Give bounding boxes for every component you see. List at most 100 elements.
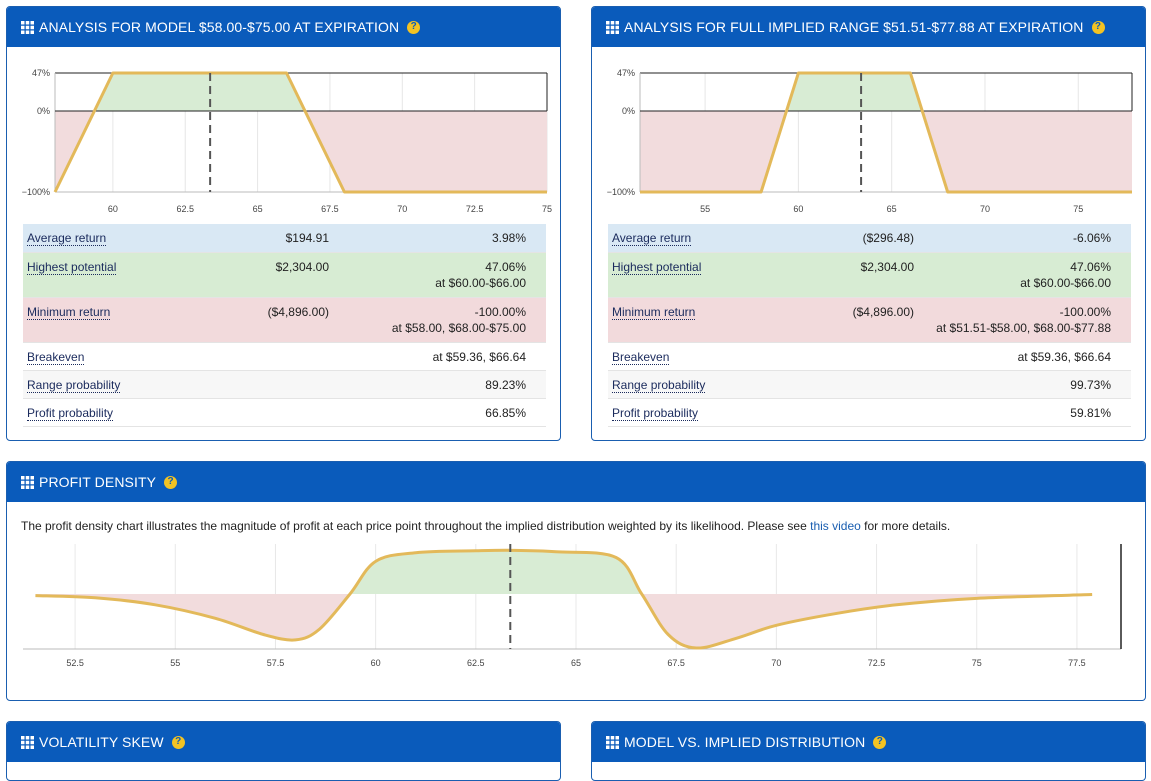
stats-percent-cell: -6.06%	[918, 224, 1131, 252]
stats-label-link[interactable]: Breakeven	[27, 349, 85, 365]
implied-analysis-header: ANALYSIS FOR FULL IMPLIED RANGE $51.51-$…	[592, 7, 1145, 47]
stats-label-link[interactable]: Highest potential	[612, 259, 702, 275]
model-analysis-panel: ANALYSIS FOR MODEL $58.00-$75.00 AT EXPI…	[6, 6, 561, 441]
stats-row: Minimum return ($4,896.00) -100.00% at $58.…	[23, 297, 546, 342]
distribution-panel: MODEL VS. IMPLIED DISTRIBUTION ?	[591, 721, 1146, 781]
stats-percent-cell: 66.85%	[333, 398, 546, 426]
x-tick-label: 60	[108, 204, 118, 214]
stats-label-link[interactable]: Profit probability	[27, 405, 114, 421]
stats-label-link[interactable]: Minimum return	[612, 304, 696, 320]
help-icon[interactable]: ?	[407, 20, 421, 34]
stats-row: Breakeven at $59.36, $66.64	[23, 342, 546, 370]
stats-amount: ($296.48)	[862, 231, 914, 245]
grid-icon	[21, 735, 34, 749]
profit-density-panel: PROFIT DENSITY ? The profit density char…	[6, 461, 1146, 701]
stats-row: Profit probability 66.85%	[23, 398, 546, 426]
panel-title: ANALYSIS FOR FULL IMPLIED RANGE $51.51-$…	[624, 19, 1084, 35]
stats-percent-cell: 99.73%	[918, 370, 1131, 398]
volatility-skew-header: VOLATILITY SKEW ?	[7, 722, 560, 762]
help-icon[interactable]: ?	[1091, 20, 1105, 34]
stats-percent-cell: 47.06% at $60.00-$66.00	[333, 252, 546, 297]
stats-percent-cell: at $59.36, $66.64	[918, 342, 1131, 370]
x-tick-label: 77.5	[1068, 658, 1086, 668]
profit-density-chart: 52.5 55 57.5 60 62.5 65 67.5 70 72.5 75 77.5	[23, 544, 1122, 668]
stats-row: Highest potential $2,304.00 47.06% at $60.0…	[608, 252, 1131, 297]
help-icon[interactable]: ?	[164, 475, 178, 489]
distribution-header: MODEL VS. IMPLIED DISTRIBUTION ?	[592, 722, 1145, 762]
stats-label-link[interactable]: Average return	[612, 231, 692, 246]
stats-range: at $51.51-$58.00, $68.00-$77.88	[936, 320, 1111, 335]
stats-amount	[808, 398, 918, 426]
panel-title: MODEL VS. IMPLIED DISTRIBUTION	[624, 734, 866, 750]
x-tick-label: 60	[371, 658, 381, 668]
grid-icon	[606, 20, 619, 34]
stats-label-cell: Highest potential	[23, 252, 223, 297]
stats-label-link[interactable]: Breakeven	[612, 349, 670, 365]
help-icon[interactable]: ?	[171, 735, 185, 749]
implied-stats-table: Average return ($296.48) -6.06% Highest pot…	[608, 224, 1131, 427]
stats-amount	[808, 370, 918, 398]
stats-percent: at $59.36, $66.64	[1017, 349, 1111, 364]
model-payoff-chart: 47% 0% −100% 60 62.5 65 67.5 70 72.5 75	[22, 68, 552, 214]
stats-percent: 3.98%	[491, 231, 526, 245]
stats-percent: 89.23%	[485, 377, 526, 392]
stats-amount	[808, 342, 918, 370]
x-tick-label: 55	[170, 658, 180, 668]
x-tick-label: 67.5	[321, 204, 339, 214]
payoff-line	[640, 71, 1132, 194]
profit-area	[640, 73, 1132, 112]
x-tick-label: 75	[1073, 204, 1083, 214]
x-tick-label: 70	[771, 658, 781, 668]
stats-label-link[interactable]: Range probability	[27, 377, 121, 393]
stats-percent: 47.06%	[1070, 259, 1111, 274]
stats-range: at $60.00-$66.00	[435, 275, 526, 290]
x-tick-label: 55	[700, 204, 710, 214]
stats-row: Range probability 99.73%	[608, 370, 1131, 398]
stats-percent-cell: 89.23%	[333, 370, 546, 398]
stats-label-link[interactable]: Range probability	[612, 377, 706, 393]
stats-percent-cell: -100.00% at $51.51-$58.00, $68.00-$77.88	[918, 297, 1131, 342]
help-icon[interactable]: ?	[873, 735, 887, 749]
profit-area	[55, 73, 547, 112]
stats-row: Average return ($296.48) -6.06%	[608, 224, 1131, 252]
stats-label-link[interactable]: Minimum return	[27, 304, 111, 320]
y-tick-label: 47%	[617, 68, 635, 78]
stats-percent: 99.73%	[1070, 377, 1111, 392]
x-tick-label: 65	[887, 204, 897, 214]
stats-amount	[223, 370, 333, 398]
x-tick-label: 75	[542, 204, 552, 214]
stats-label-link[interactable]: Highest potential	[27, 259, 117, 275]
x-tick-label: 75	[972, 658, 982, 668]
stats-percent: 47.06%	[485, 259, 526, 274]
y-tick-label: 47%	[32, 68, 50, 78]
x-tick-label: 57.5	[267, 658, 285, 668]
stats-amount	[223, 398, 333, 426]
description-text-end: for more details.	[860, 519, 951, 533]
stats-label-link[interactable]: Profit probability	[612, 405, 699, 421]
stats-label-link[interactable]: Average return	[27, 231, 107, 246]
payoff-line	[53, 71, 547, 194]
video-link[interactable]: this video	[810, 519, 861, 533]
model-stats-table: Average return $194.91 3.98% Highest potent…	[23, 224, 546, 427]
stats-label-cell: Profit probability	[23, 398, 223, 426]
stats-percent: 66.85%	[485, 405, 526, 420]
y-tick-label: −100%	[607, 187, 635, 197]
stats-label-cell: Range probability	[23, 370, 223, 398]
stats-row: Minimum return ($4,896.00) -100.00% at $51.…	[608, 297, 1131, 342]
stats-row: Range probability 89.23%	[23, 370, 546, 398]
stats-percent-cell: 59.81%	[918, 398, 1131, 426]
stats-percent: -100.00%	[474, 304, 526, 319]
x-tick-label: 72.5	[868, 658, 886, 668]
x-tick-label: 62.5	[467, 658, 485, 668]
grid-icon	[606, 735, 619, 749]
stats-percent-cell: -100.00% at $58.00, $68.00-$75.00	[333, 297, 546, 342]
panel-title: ANALYSIS FOR MODEL $58.00-$75.00 AT EXPI…	[39, 19, 400, 35]
stats-percent: 59.81%	[1070, 405, 1111, 420]
stats-amount: $194.91	[285, 231, 329, 245]
y-tick-label: 0%	[622, 106, 635, 116]
stats-percent-cell: 47.06% at $60.00-$66.00	[918, 252, 1131, 297]
stats-row: Highest potential $2,304.00 47.06% at $60.0…	[23, 252, 546, 297]
panel-title: VOLATILITY SKEW	[39, 734, 164, 750]
stats-label-cell: Minimum return	[608, 297, 808, 342]
density-line	[35, 548, 1093, 650]
